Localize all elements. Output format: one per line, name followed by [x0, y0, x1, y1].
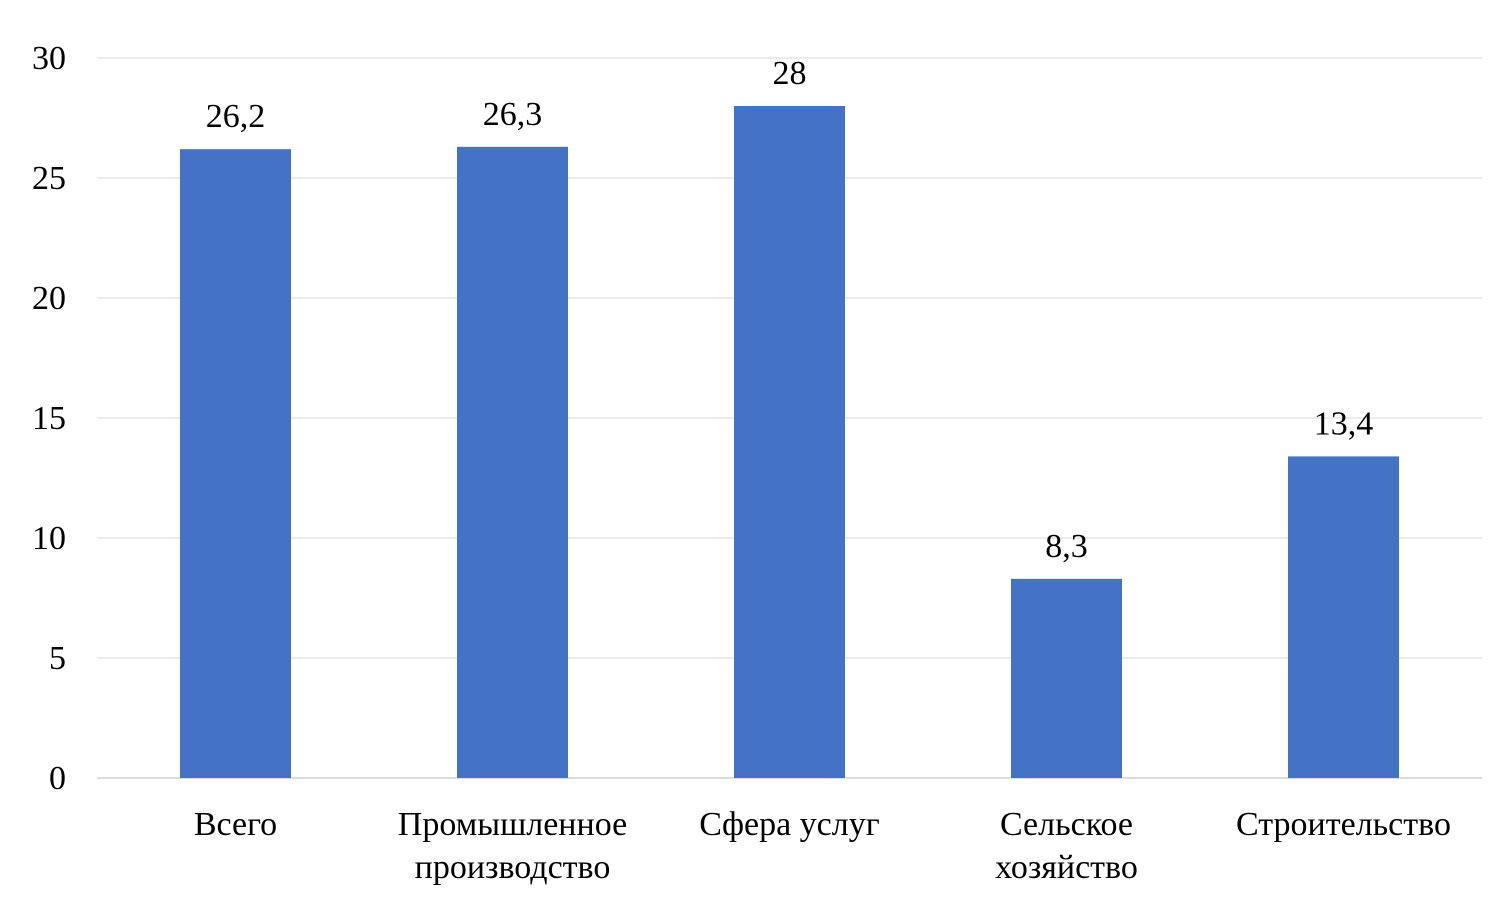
bar [457, 146, 568, 779]
y-tick-label: 30 [32, 40, 66, 77]
data-label: 28 [773, 55, 807, 92]
y-tick-label: 0 [49, 760, 66, 797]
data-label: 26,3 [483, 96, 543, 133]
data-label: 13,4 [1314, 405, 1374, 442]
category-label: Промышленное [398, 806, 627, 843]
x-axis-category-labels: Всего Промышленное производство Сфера услуг… [194, 806, 1451, 886]
category-label: Всего [194, 806, 277, 843]
data-label: 8,3 [1045, 528, 1088, 565]
bar [1288, 456, 1399, 778]
y-tick-label: 5 [49, 640, 66, 677]
bar [734, 106, 845, 778]
y-tick-label: 20 [32, 280, 66, 317]
y-tick-label: 25 [32, 160, 66, 197]
y-tick-label: 15 [32, 400, 66, 437]
category-label: Строительство [1236, 806, 1451, 843]
data-label: 26,2 [206, 98, 266, 135]
bar [180, 149, 291, 778]
category-label: Сельское [1000, 806, 1133, 843]
y-axis-tick-labels: 0 5 10 15 20 25 30 [32, 40, 66, 797]
category-label: производство [415, 849, 611, 886]
category-label: хозяйство [995, 849, 1138, 886]
y-tick-label: 10 [32, 520, 66, 557]
data-labels: 26,2 26,3 28 8,3 13,4 [206, 55, 1374, 565]
bars [180, 106, 1399, 779]
bar [1011, 578, 1122, 778]
category-label: Сфера услуг [699, 806, 879, 843]
